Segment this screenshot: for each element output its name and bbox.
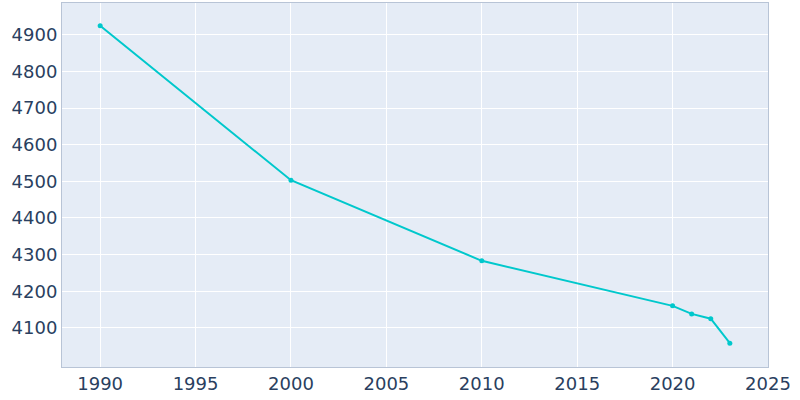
svg-text:1990: 1990	[77, 373, 123, 394]
svg-text:4400: 4400	[12, 207, 58, 228]
svg-text:4900: 4900	[12, 24, 58, 45]
svg-text:4600: 4600	[12, 134, 58, 155]
svg-text:4100: 4100	[12, 317, 58, 338]
svg-text:4700: 4700	[12, 97, 58, 118]
svg-text:2015: 2015	[554, 373, 600, 394]
svg-text:2025: 2025	[745, 373, 791, 394]
svg-text:2010: 2010	[459, 373, 505, 394]
svg-text:4300: 4300	[12, 244, 58, 265]
svg-text:4500: 4500	[12, 171, 58, 192]
svg-text:4800: 4800	[12, 61, 58, 82]
svg-text:2005: 2005	[363, 373, 409, 394]
svg-text:2020: 2020	[650, 373, 696, 394]
svg-text:4200: 4200	[12, 281, 58, 302]
svg-text:2000: 2000	[268, 373, 314, 394]
svg-text:1995: 1995	[173, 373, 219, 394]
